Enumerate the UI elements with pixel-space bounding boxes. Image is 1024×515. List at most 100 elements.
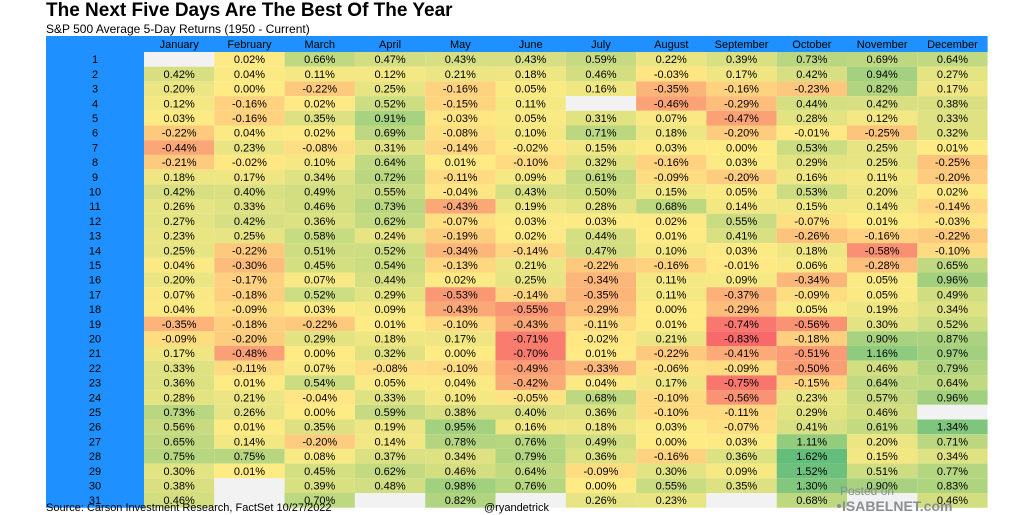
- heatmap-cell: [917, 272, 988, 288]
- heatmap-cell: [917, 375, 988, 391]
- day-label-1: 1: [92, 54, 98, 66]
- heatmap-cell: [425, 154, 496, 170]
- heatmap-cell: [706, 419, 777, 435]
- heatmap-cell: [284, 434, 355, 449]
- cell-value: 0.46%: [585, 69, 616, 81]
- heatmap-cell: [354, 96, 426, 111]
- heatmap-cell: [214, 169, 285, 185]
- heatmap-cell: [565, 213, 637, 229]
- heatmap-cell: [284, 404, 355, 420]
- cell-value: 0.18%: [374, 334, 405, 346]
- cell-value: -0.22%: [232, 245, 267, 257]
- day-label-8: 8: [92, 157, 98, 169]
- heatmap-cell: [425, 140, 496, 155]
- cell-value: 0.78%: [445, 436, 476, 448]
- heatmap-cell: [214, 272, 285, 288]
- cell-value: 0.35%: [304, 422, 335, 434]
- cell-value: 0.17%: [937, 84, 968, 96]
- heatmap-cell: [495, 125, 566, 141]
- heatmap-cell: [354, 463, 426, 479]
- cell-value: 0.11%: [867, 172, 898, 184]
- heatmap-cell: [636, 96, 707, 111]
- heatmap-cell: [776, 52, 847, 67]
- cell-value: -0.20%: [724, 128, 759, 140]
- cell-value: 0.01%: [374, 319, 405, 331]
- day-label-6: 6: [92, 128, 98, 140]
- cell-value: -0.43%: [443, 304, 478, 316]
- heatmap-cell: [917, 287, 988, 302]
- cell-value: 0.02%: [515, 231, 546, 243]
- heatmap-cell: [847, 287, 918, 302]
- heatmap-cell: [354, 66, 426, 82]
- column-header-march: March: [304, 39, 335, 51]
- cell-value: 0.46%: [867, 407, 898, 419]
- cell-value: 0.45%: [304, 466, 335, 478]
- cell-value: 0.23%: [796, 392, 827, 404]
- heatmap-cell: [565, 346, 637, 361]
- cell-value: 0.46%: [937, 495, 968, 507]
- cell-value: 0.16%: [515, 422, 546, 434]
- cell-value: 0.02%: [304, 98, 335, 110]
- heatmap-cell: [847, 96, 918, 111]
- heatmap-cell: [636, 228, 707, 244]
- cell-value: -0.22%: [654, 348, 689, 360]
- heatmap-cell: [354, 404, 426, 420]
- heatmap-cell: [354, 81, 426, 97]
- column-header-november: November: [857, 39, 908, 51]
- cell-value: 0.24%: [374, 231, 405, 243]
- heatmap-cell: [284, 125, 355, 141]
- cell-value: -0.19%: [443, 231, 478, 243]
- cell-value: 0.36%: [304, 216, 335, 228]
- heatmap-cell: [284, 81, 355, 97]
- heatmap-cell: [495, 140, 566, 155]
- cell-value: 0.59%: [374, 407, 405, 419]
- heatmap-cell: [636, 52, 707, 67]
- cell-value: -0.22%: [302, 319, 337, 331]
- heatmap-cell: [284, 390, 355, 405]
- cell-value: 0.46%: [867, 363, 898, 375]
- cell-value: 0.64%: [937, 54, 968, 66]
- cell-value: 0.00%: [726, 142, 757, 154]
- heatmap-cell: [284, 243, 355, 258]
- heatmap-cell: [706, 316, 777, 332]
- heatmap-cell: [776, 125, 847, 141]
- heatmap-cell: [144, 110, 215, 126]
- cell-value: 0.04%: [164, 260, 195, 272]
- heatmap-cell: [214, 375, 285, 391]
- cell-value: -0.17%: [232, 275, 267, 287]
- heatmap-cell: [565, 199, 637, 214]
- heatmap-cell: [565, 404, 637, 420]
- cell-value: 0.82%: [445, 495, 476, 507]
- heatmap-cell: [144, 463, 215, 479]
- heatmap-cell: [636, 287, 707, 302]
- cell-value: -0.16%: [724, 84, 759, 96]
- cell-value: 0.27%: [164, 216, 195, 228]
- heatmap-cell: [565, 434, 637, 449]
- heatmap-cell: [636, 375, 707, 391]
- heatmap-cell: [144, 96, 215, 111]
- heatmap-cell: [565, 448, 637, 464]
- cell-value: -0.16%: [232, 113, 267, 125]
- empty-cell: [917, 404, 988, 420]
- cell-value: 0.03%: [656, 142, 687, 154]
- cell-value: -0.47%: [724, 113, 759, 125]
- heatmap-cell: [214, 243, 285, 258]
- day-label-16: 16: [89, 275, 101, 287]
- heatmap-cell: [917, 243, 988, 258]
- heatmap-cell: [214, 125, 285, 141]
- heatmap-cell: [847, 463, 918, 479]
- cell-value: -0.56%: [794, 319, 829, 331]
- heatmap-cell: [776, 169, 847, 185]
- heatmap-cell: [354, 228, 426, 244]
- heatmap-cell: [214, 346, 285, 361]
- cell-value: -0.35%: [162, 319, 197, 331]
- heatmap-cell: [284, 228, 355, 244]
- heatmap-cell: [495, 184, 566, 199]
- cell-value: 0.10%: [304, 157, 335, 169]
- cell-value: 0.29%: [796, 157, 827, 169]
- heatmap-cell: [565, 375, 637, 391]
- heatmap-cell: [847, 346, 918, 361]
- cell-value: -0.70%: [513, 348, 548, 360]
- heatmap-cell: [706, 390, 777, 405]
- cell-value: -0.08%: [443, 128, 478, 140]
